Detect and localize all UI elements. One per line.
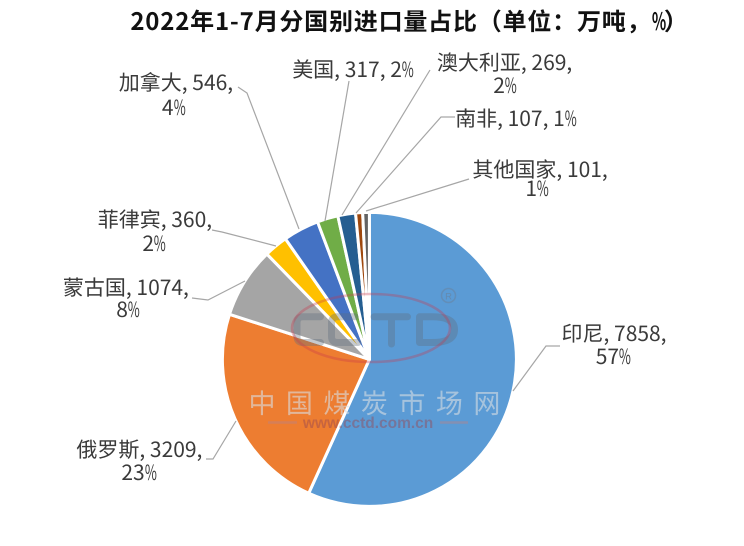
svg-text:R: R xyxy=(445,292,452,303)
